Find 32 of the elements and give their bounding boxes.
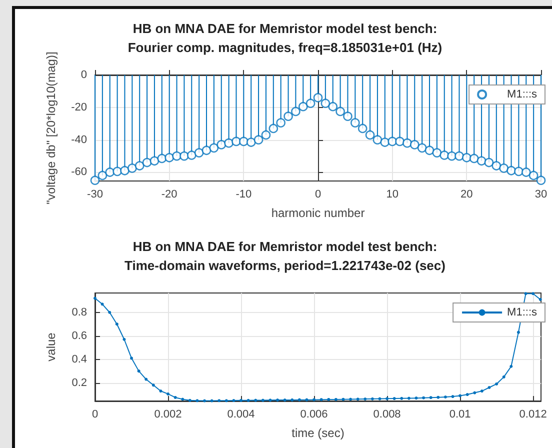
x-tick-label: 0.01 — [449, 408, 471, 420]
x-axis-title: harmonic number — [271, 206, 365, 220]
y-tick-label: 0.8 — [72, 306, 87, 318]
x-axis-title: time (sec) — [292, 426, 344, 440]
legend-label: M1:::s — [507, 306, 538, 318]
x-tick-label: 20 — [460, 188, 473, 200]
x-tick-label: 0.008 — [373, 408, 401, 420]
legend-label: M1:::s — [507, 88, 538, 100]
y-tick-label: -60 — [71, 166, 87, 178]
chart-subtitle: Time-domain waveforms, period=1.221743e-02 (sec) — [124, 258, 446, 273]
x-tick-label: 0.006 — [300, 408, 328, 420]
y-tick-label: -40 — [71, 134, 87, 146]
x-tick-label: 0.012 — [519, 408, 547, 420]
y-axis-title: "voltage db" [20*log10(mag)] — [44, 52, 58, 204]
x-tick-label: 0 — [314, 188, 322, 200]
x-tick-label: 30 — [534, 188, 548, 200]
x-tick-label: 0.004 — [227, 408, 255, 420]
y-tick-label: -20 — [71, 101, 87, 114]
y-tick-label: 0.6 — [72, 330, 87, 342]
y-tick-label: 0.4 — [72, 353, 87, 366]
x-tick-label: -30 — [87, 188, 103, 200]
y-tick-label: 0.2 — [72, 376, 87, 389]
chart-title: HB on MNA DAE for Memristor model test bench: — [132, 239, 438, 254]
x-tick-label: 0.002 — [154, 408, 182, 420]
x-tick-label: -10 — [236, 188, 252, 200]
chart-subtitle: Fourier comp. magnitudes, freq=8.185031e+01 (Hz) — [128, 40, 442, 55]
x-tick-label: 10 — [386, 188, 398, 200]
chart-title: HB on MNA DAE for Memristor model test bench: — [132, 21, 438, 36]
y-axis-title: value — [44, 332, 58, 362]
x-tick-label: 0 — [92, 408, 98, 420]
y-tick-label: 0 — [80, 69, 87, 81]
x-tick-label: -20 — [161, 188, 178, 200]
